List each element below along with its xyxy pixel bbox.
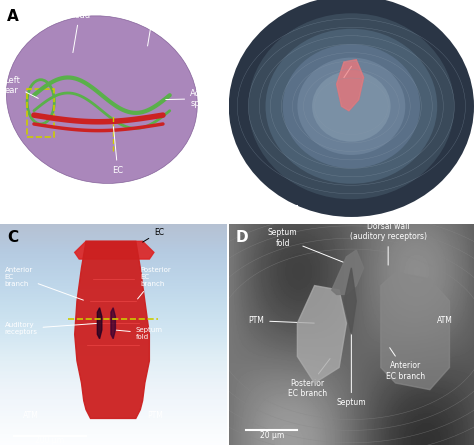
Text: 200 μm: 200 μm — [35, 436, 64, 445]
Text: Septum
fold: Septum fold — [116, 327, 163, 340]
Text: Left
ear: Left ear — [5, 76, 38, 98]
Text: Anterior
EC branch: Anterior EC branch — [386, 348, 425, 380]
Text: Posterior
EC branch: Posterior EC branch — [288, 359, 330, 398]
Circle shape — [312, 71, 391, 142]
Text: 20 μm: 20 μm — [258, 208, 283, 217]
Polygon shape — [332, 250, 364, 295]
Text: 2 mm: 2 mm — [14, 208, 36, 217]
Circle shape — [297, 57, 405, 155]
Polygon shape — [75, 241, 149, 418]
Text: PTM: PTM — [147, 412, 163, 421]
Text: EC: EC — [143, 228, 164, 242]
Text: Acoustic
spiracle: Acoustic spiracle — [166, 89, 226, 108]
Text: PTM: PTM — [248, 316, 314, 325]
Polygon shape — [111, 308, 116, 339]
Polygon shape — [75, 241, 154, 259]
Polygon shape — [337, 60, 364, 111]
Circle shape — [228, 0, 474, 217]
Circle shape — [283, 44, 420, 168]
Polygon shape — [337, 60, 364, 111]
Text: 20 μm: 20 μm — [259, 431, 284, 441]
Polygon shape — [381, 272, 449, 390]
Text: Dorsal wall
(auditory receptors): Dorsal wall (auditory receptors) — [350, 222, 427, 265]
Text: EC: EC — [112, 127, 123, 175]
Text: C: C — [7, 230, 18, 245]
Text: Auditory
receptors: Auditory receptors — [5, 322, 97, 335]
Circle shape — [265, 29, 437, 184]
Text: Septum
fold: Septum fold — [268, 228, 344, 263]
Text: ATM: ATM — [23, 412, 38, 421]
Text: Posterior
EC
branch: Posterior EC branch — [137, 267, 171, 299]
Text: Thorax
(pronotum): Thorax (pronotum) — [130, 0, 178, 46]
Text: Anterior
EC
branch: Anterior EC branch — [5, 267, 83, 300]
Text: Septum: Septum — [337, 333, 366, 407]
Text: ATM: ATM — [437, 316, 453, 325]
Polygon shape — [344, 268, 356, 334]
Polygon shape — [297, 286, 346, 383]
Polygon shape — [97, 308, 102, 339]
Bar — [27, 89, 55, 137]
Text: B: B — [236, 9, 248, 24]
Text: D: D — [236, 230, 249, 245]
Circle shape — [248, 13, 455, 199]
Text: A: A — [7, 9, 18, 24]
Ellipse shape — [6, 16, 197, 183]
Text: Head: Head — [68, 11, 90, 53]
